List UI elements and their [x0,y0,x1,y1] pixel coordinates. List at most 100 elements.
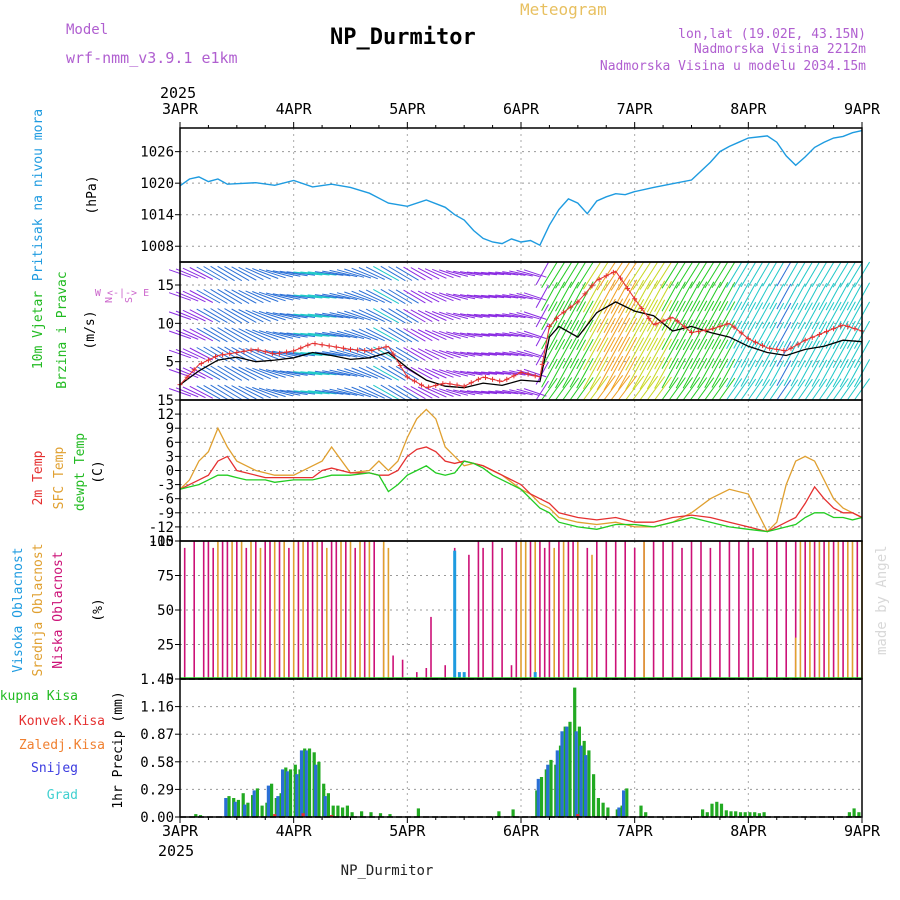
wind-arrow [589,299,609,333]
mid-cloud-bar [340,541,342,679]
total-precip-bar [568,721,572,817]
wind-arrow [754,261,771,287]
total-precip-bar [416,808,420,817]
wind-arrow [314,370,344,376]
wind-arrow [569,358,587,388]
wind-arrow [286,271,316,276]
low-cloud-bar [515,541,518,679]
wind-arrow [224,327,250,343]
wind-arrow [473,333,498,337]
wind-arrow [603,261,624,291]
low-cloud-bar [416,672,418,679]
wind-arrow [646,299,666,332]
low-cloud-bar [468,554,470,679]
y-tick-label: 6 [166,435,174,451]
wind-arrow [410,309,433,323]
wind-arrow [336,311,365,320]
wind-arrow [846,261,863,288]
total-precip-bar [388,814,392,817]
wind-arrow [832,339,849,369]
wind-arrow [632,356,652,390]
total-precip-bar [738,812,743,817]
snow-bar [266,785,270,817]
mid-cloud-bar [828,541,830,679]
wind-arrow [373,384,400,400]
wind-arrow [358,290,385,303]
wind-arrow [502,271,526,276]
wind-arrow [336,330,365,340]
wind-arrow [661,338,679,370]
wind-arrow [603,336,624,372]
wind-arrow [639,337,659,371]
wind-arrow [481,390,505,394]
wind-arrow [417,386,440,399]
total-precip-bar [198,815,203,817]
wind-arrow [495,313,519,318]
wind-arrow [825,340,842,368]
wind-arrow [818,261,835,288]
low-cloud-bar [766,541,769,679]
wind-arrow [547,319,566,350]
wind-arrow [769,379,785,401]
wind-arrow [238,309,264,323]
wind-arrow [388,327,413,343]
wind-arrow [625,261,645,291]
wind-arrow [196,289,221,304]
y-tick-label: 100 [149,534,174,550]
wind-arrow [417,290,440,303]
total-precip-bar [341,807,345,817]
low-cloud-bar [255,541,257,679]
wind-arrow [365,346,392,362]
x-tick-label-bottom: 4APR [276,822,313,840]
wind-arrow [293,390,323,395]
low-cloud-bar [269,541,271,679]
low-cloud-bar [719,541,721,679]
total-precip-bar [288,769,293,817]
wind-arrow [610,298,631,333]
wind-arrow [825,378,842,401]
wind-arrow [203,289,228,304]
low-cloud-bar [842,541,844,679]
wind-arrow [762,321,778,348]
wind-arrow [460,271,483,276]
mid-cloud-bar [292,541,295,679]
wind-arrow [453,293,476,300]
wind-arrow [839,282,856,311]
wind-arrow [516,312,540,320]
wind-arrow [182,386,206,399]
wind-dir-s: S [124,297,135,303]
snow-bar [323,796,327,817]
wind-arrow [523,368,547,378]
wind-arrow [661,319,679,350]
wind-arrow [373,327,400,343]
mid-cloud-bar [231,541,233,679]
low-cloud-bar [321,541,323,679]
mid-cloud-bar [837,541,840,679]
wind-arrow [329,331,358,339]
cloud-ylabel-3: Niska Oblacnost [51,551,66,668]
x-tick-label-top: 8APR [730,100,767,118]
total-precip-bar [743,812,747,817]
mid-cloud-bar [326,547,328,679]
wind-arrow [682,377,701,401]
wind-arrow [783,261,799,287]
wind-arrow [417,367,440,379]
wind-arrow [300,294,330,299]
wind-arrow [516,388,540,396]
wind-arrow [589,318,609,352]
wind-arrow [252,291,279,302]
wind-arrow [832,301,849,330]
wind-arrow [541,358,558,388]
wind-arrow [395,308,419,323]
wind-arrow [182,367,206,379]
wind-arrow [523,311,547,320]
wind-arrow [279,293,308,300]
wind-arrow [203,266,228,281]
mid-cloud-bar [577,541,579,679]
wind-arrow [646,261,666,290]
total-precip-bar [194,814,198,817]
wind-arrow [322,331,351,338]
wind-arrow [668,319,686,350]
wind-arrow [718,301,736,331]
wind-arrow [217,384,243,400]
